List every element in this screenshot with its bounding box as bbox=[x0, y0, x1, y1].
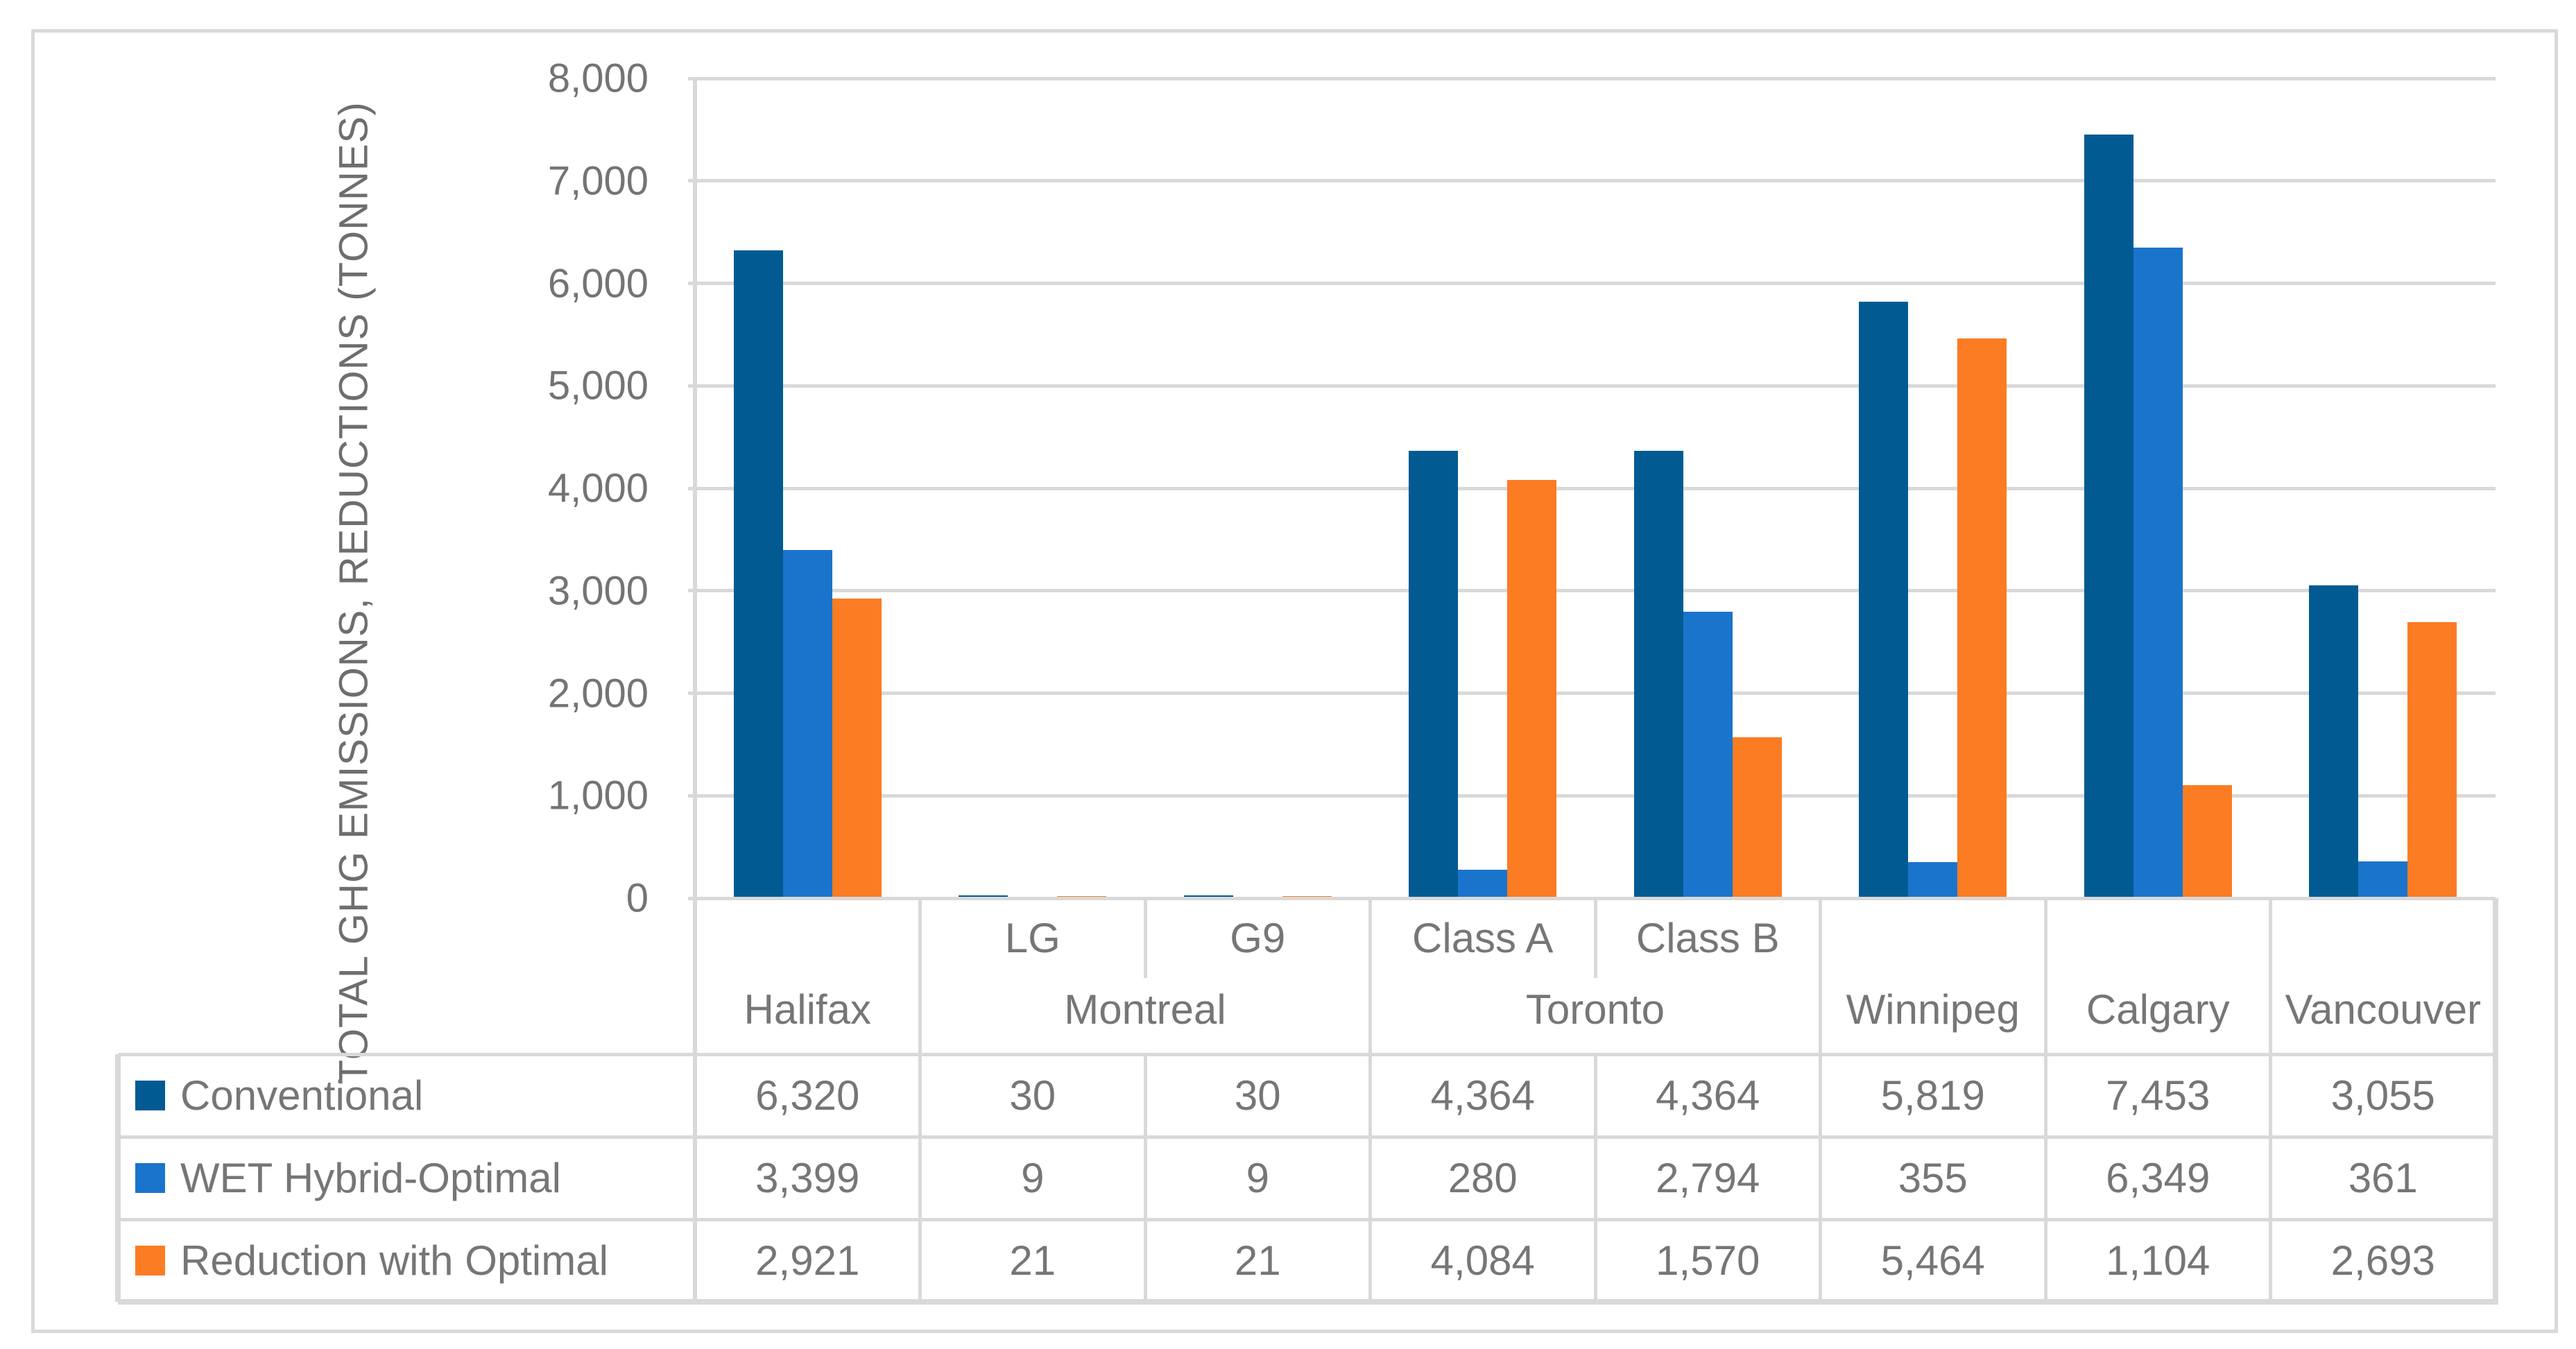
bar-wet-hybrid-optimal-winnipeg bbox=[1908, 861, 1958, 898]
table-right-border bbox=[2493, 898, 2498, 1302]
table-subheader-divider bbox=[1143, 898, 1147, 978]
y-tick-label-8000: 8,000 bbox=[547, 55, 649, 101]
gridline-1000 bbox=[688, 793, 2496, 798]
bar-wet-hybrid-optimal-vancouver bbox=[2358, 861, 2408, 898]
figure-border bbox=[31, 29, 2558, 1333]
y-tick-label-3000: 3,000 bbox=[547, 568, 649, 614]
y-tick-label-7000: 7,000 bbox=[547, 158, 649, 204]
value-cell-wet-hybrid-optimal-montreal-g9: 9 bbox=[1246, 1155, 1269, 1201]
bar-conventional-toronto-class-a bbox=[1409, 451, 1459, 898]
gridline-8000 bbox=[688, 76, 2496, 80]
category-label-winnipeg: Winnipeg bbox=[1846, 986, 2020, 1033]
bar-conventional-vancouver bbox=[2309, 585, 2359, 898]
subcategory-label-class-b: Class B bbox=[1635, 915, 1780, 961]
table-row-border bbox=[118, 1052, 2498, 1056]
y-tick-label-1000: 1,000 bbox=[547, 773, 649, 818]
value-cell-reduction-with-optimal-calgary: 1,104 bbox=[2106, 1237, 2210, 1284]
value-cell-wet-hybrid-optimal-toronto-class-a: 280 bbox=[1448, 1155, 1518, 1201]
subcategory-label-class-a: Class A bbox=[1412, 915, 1554, 961]
bar-wet-hybrid-optimal-toronto-class-b bbox=[1683, 612, 1733, 898]
value-cell-wet-hybrid-optimal-montreal-lg: 9 bbox=[1021, 1155, 1045, 1201]
legend-swatch-conventional bbox=[135, 1081, 165, 1110]
value-cell-reduction-with-optimal-halifax: 2,921 bbox=[755, 1237, 860, 1284]
gridline-4000 bbox=[688, 486, 2496, 490]
legend-item-conventional: Conventional bbox=[135, 1054, 688, 1137]
value-cell-conventional-montreal-g9: 30 bbox=[1234, 1072, 1281, 1119]
bar-reduction-with-optimal-calgary bbox=[2182, 784, 2232, 898]
category-label-montreal: Montreal bbox=[1064, 986, 1226, 1033]
category-label-halifax: Halifax bbox=[744, 986, 871, 1033]
table-column-divider bbox=[2269, 898, 2272, 1302]
y-tick-label-0: 0 bbox=[626, 875, 649, 921]
value-cell-reduction-with-optimal-montreal-g9: 21 bbox=[1234, 1237, 1281, 1284]
legend-label: Conventional bbox=[180, 1072, 424, 1119]
bar-conventional-halifax bbox=[733, 250, 783, 898]
bar-reduction-with-optimal-toronto-class-b bbox=[1732, 737, 1782, 898]
gridline-3000 bbox=[688, 589, 2496, 593]
legend-swatch-reduction-with-optimal bbox=[135, 1246, 165, 1275]
table-subheader-divider bbox=[1593, 898, 1597, 978]
bar-reduction-with-optimal-toronto-class-a bbox=[1507, 479, 1557, 898]
subcategory-label-lg: LG bbox=[1004, 915, 1061, 961]
bar-wet-hybrid-optimal-toronto-class-a bbox=[1458, 869, 1508, 898]
value-cell-reduction-with-optimal-winnipeg: 5,464 bbox=[1880, 1237, 1985, 1284]
category-label-calgary: Calgary bbox=[2086, 986, 2230, 1033]
legend-item-wet-hybrid-optimal: WET Hybrid-Optimal bbox=[135, 1137, 688, 1219]
value-cell-conventional-halifax: 6,320 bbox=[755, 1072, 860, 1119]
value-cell-conventional-calgary: 7,453 bbox=[2106, 1072, 2210, 1119]
bar-reduction-with-optimal-halifax bbox=[832, 599, 882, 898]
legend-label: WET Hybrid-Optimal bbox=[180, 1155, 561, 1201]
category-label-vancouver: Vancouver bbox=[2285, 986, 2481, 1033]
table-column-divider bbox=[1819, 898, 1822, 1302]
table-column-divider bbox=[1368, 898, 1372, 1302]
legend-item-reduction-with-optimal: Reduction with Optimal bbox=[135, 1219, 688, 1302]
bar-wet-hybrid-optimal-calgary bbox=[2133, 247, 2183, 898]
table-left-border bbox=[115, 1054, 121, 1302]
y-tick-label-5000: 5,000 bbox=[547, 363, 649, 409]
table-column-divider bbox=[1143, 1054, 1147, 1302]
value-cell-conventional-montreal-lg: 30 bbox=[1009, 1072, 1056, 1119]
y-tick-label-2000: 2,000 bbox=[547, 671, 649, 716]
value-cell-reduction-with-optimal-vancouver: 2,693 bbox=[2330, 1237, 2435, 1284]
bar-conventional-toronto-class-b bbox=[1633, 451, 1683, 898]
bar-wet-hybrid-optimal-halifax bbox=[782, 549, 832, 898]
value-cell-wet-hybrid-optimal-halifax: 3,399 bbox=[755, 1155, 860, 1201]
table-column-divider bbox=[918, 898, 922, 1302]
value-cell-conventional-toronto-class-a: 4,364 bbox=[1430, 1072, 1535, 1119]
gridline-2000 bbox=[688, 691, 2496, 695]
bar-reduction-with-optimal-winnipeg bbox=[1957, 338, 2007, 898]
subcategory-label-g9: G9 bbox=[1230, 915, 1286, 961]
table-row-border bbox=[118, 1299, 2498, 1305]
value-cell-wet-hybrid-optimal-calgary: 6,349 bbox=[2106, 1155, 2210, 1201]
table-column-divider bbox=[1593, 1054, 1597, 1302]
y-axis-line bbox=[693, 78, 697, 1302]
value-cell-wet-hybrid-optimal-vancouver: 361 bbox=[2348, 1155, 2418, 1201]
y-axis-title: TOTAL GHG EMISSIONS, REDUCTIONS (TONNES) bbox=[331, 101, 377, 1085]
gridline-7000 bbox=[688, 179, 2496, 183]
bar-conventional-winnipeg bbox=[1859, 302, 1909, 898]
value-cell-conventional-toronto-class-b: 4,364 bbox=[1656, 1072, 1760, 1119]
value-cell-reduction-with-optimal-montreal-lg: 21 bbox=[1009, 1237, 1056, 1284]
table-row-border bbox=[118, 1135, 2498, 1139]
value-cell-wet-hybrid-optimal-toronto-class-b: 2,794 bbox=[1656, 1155, 1760, 1201]
gridline-6000 bbox=[688, 282, 2496, 285]
value-cell-wet-hybrid-optimal-winnipeg: 355 bbox=[1898, 1155, 1968, 1201]
value-cell-reduction-with-optimal-toronto-class-a: 4,084 bbox=[1430, 1237, 1535, 1284]
legend-swatch-wet-hybrid-optimal bbox=[135, 1163, 165, 1193]
gridline-5000 bbox=[688, 384, 2496, 388]
y-tick-label-6000: 6,000 bbox=[547, 261, 649, 306]
category-label-toronto: Toronto bbox=[1525, 986, 1665, 1033]
legend-label: Reduction with Optimal bbox=[180, 1237, 608, 1284]
y-tick-label-4000: 4,000 bbox=[547, 465, 649, 511]
bar-reduction-with-optimal-vancouver bbox=[2407, 622, 2457, 898]
value-cell-reduction-with-optimal-toronto-class-b: 1,570 bbox=[1656, 1237, 1760, 1284]
bar-conventional-calgary bbox=[2084, 134, 2133, 898]
value-cell-conventional-vancouver: 3,055 bbox=[2330, 1072, 2435, 1119]
table-column-divider bbox=[2043, 898, 2047, 1302]
value-cell-conventional-winnipeg: 5,819 bbox=[1880, 1072, 1985, 1119]
table-row-border bbox=[118, 1217, 2498, 1221]
